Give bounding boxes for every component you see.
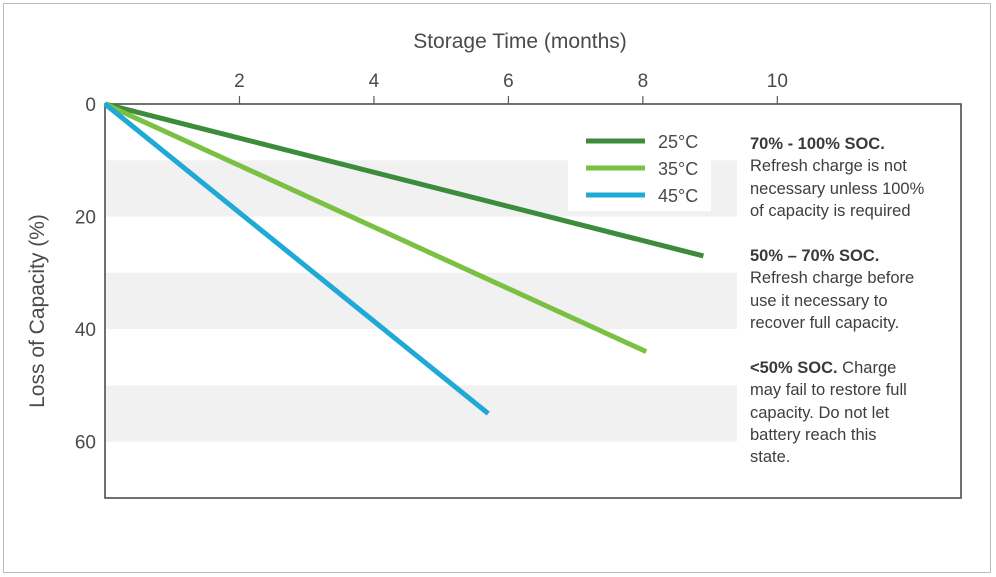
y-tick-label: 20 [75, 208, 96, 229]
note-mid-soc-line: use it necessary to [750, 291, 888, 310]
x-tick-label: 10 [767, 71, 788, 92]
y-tick-label: 0 [85, 95, 96, 116]
plot-band [105, 216, 737, 273]
series-line-25c [104, 101, 704, 259]
note-low-soc-line: may fail to restore full [750, 381, 907, 400]
legend-label: 25°C [658, 132, 698, 152]
x-tick-label: 8 [638, 71, 649, 92]
note-high-soc-title: 70% - 100% SOC. [750, 135, 885, 153]
note-high-soc-line: Refresh charge is not [750, 157, 907, 176]
note-mid-soc-line: recover full capacity. [750, 313, 900, 332]
plot-band [105, 441, 737, 498]
note-low-soc-line: state. [750, 448, 791, 467]
note-high-soc: 70% - 100% SOC. Refresh charge is not ne… [750, 133, 985, 222]
y-axis-title: Loss of Capacity (%) [26, 214, 49, 408]
y-tick-label: 40 [75, 320, 96, 341]
series-lines [103, 101, 704, 416]
series-line-45c [103, 102, 490, 416]
x-axis-ticks: 2 4 6 8 10 [234, 71, 788, 104]
x-tick-label: 6 [503, 71, 514, 92]
note-low-soc-line: capacity. Do not let [750, 403, 890, 422]
x-tick-label: 2 [234, 71, 245, 92]
note-low-soc-first-rest: Charge [837, 359, 897, 377]
note-high-soc-line: necessary unless 100% [750, 179, 925, 198]
plot-band [105, 272, 737, 330]
note-mid-soc-title: 50% – 70% SOC. [750, 247, 880, 265]
legend: 25°C 35°C 45°C [568, 122, 711, 211]
x-axis-title: Storage Time (months) [413, 30, 627, 53]
note-low-soc: <50% SOC. Charge may fail to restore ful… [750, 357, 985, 468]
note-mid-soc: 50% – 70% SOC. Refresh charge before use… [750, 245, 985, 334]
plot-border [104, 103, 962, 499]
series-line-35c [103, 101, 648, 354]
note-low-soc-title: <50% SOC. [750, 359, 838, 377]
plot-band [105, 385, 737, 442]
y-axis-ticks: 0 20 40 60 [75, 95, 96, 454]
y-tick-label: 60 [75, 433, 96, 454]
note-mid-soc-line: Refresh charge before [750, 269, 915, 288]
x-tick-label: 4 [369, 71, 380, 92]
note-low-soc-line: battery reach this [750, 425, 877, 444]
legend-label: 35°C [658, 159, 698, 179]
legend-label: 45°C [658, 186, 698, 206]
note-high-soc-line: of capacity is required [750, 201, 911, 220]
